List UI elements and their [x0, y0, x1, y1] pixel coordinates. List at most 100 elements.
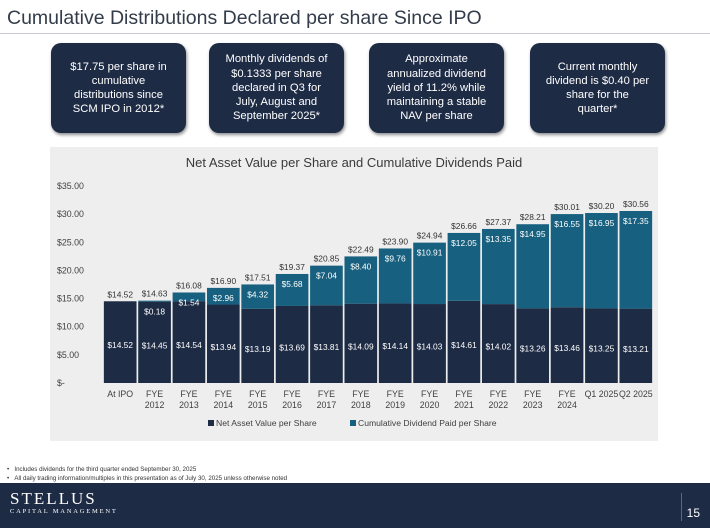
dividend-data-label: $13.35	[486, 234, 512, 244]
total-data-label: $26.66	[451, 221, 477, 231]
x-category-label: FYE	[249, 389, 266, 399]
nav-data-label: $13.19	[245, 344, 271, 354]
total-data-label: $20.85	[314, 254, 340, 264]
nav-data-label: $14.54	[176, 340, 202, 350]
dividend-data-label: $17.35	[623, 216, 649, 226]
x-category-label: FYE	[318, 389, 335, 399]
page-number-divider	[681, 493, 682, 521]
bar-dividend-segment	[516, 224, 550, 309]
bar-nav-segment	[585, 308, 618, 383]
stat-card-text: Monthly dividends of $0.1333 per share d…	[225, 53, 328, 123]
bar-nav-segment	[172, 301, 206, 383]
nav-data-label: $13.81	[314, 342, 340, 352]
bar-dividend-segment	[172, 292, 206, 302]
x-category-label: FYE	[455, 389, 472, 399]
y-tick-label: $-	[57, 378, 65, 388]
nav-data-label: $13.94	[211, 342, 237, 352]
footnotes: • Includes dividends for the third quart…	[7, 466, 287, 483]
bar-nav-segment	[516, 308, 550, 383]
nav-data-label: $14.03	[417, 342, 443, 352]
stat-card-cumulative-distributions: $17.75 per share in cumulative distribut…	[51, 43, 186, 133]
dividend-data-label: $0.18	[144, 307, 165, 317]
nav-data-label: $13.69	[279, 342, 305, 352]
bar-dividend-segment	[447, 232, 481, 301]
dividend-data-label: $16.55	[554, 219, 580, 229]
bar-nav-segment	[275, 305, 309, 383]
dividend-data-label: $2.96	[213, 293, 234, 303]
x-category-label: FYE	[387, 389, 404, 399]
stat-card-monthly-dividends: Monthly dividends of $0.1333 per share d…	[209, 43, 344, 133]
x-category-label: Q2 2025	[619, 389, 653, 399]
x-category-label: At IPO	[107, 389, 133, 399]
bar-nav-segment	[550, 307, 584, 383]
dividend-data-label: $1.54	[178, 297, 199, 307]
y-tick-label: $10.00	[57, 322, 84, 332]
x-category-label: FYE	[352, 389, 369, 399]
x-category-label: FYE	[284, 389, 301, 399]
x-category-label: 2021	[454, 400, 474, 410]
logo-wordmark: STELLUS	[10, 489, 97, 508]
chart-panel: Net Asset Value per Share and Cumulative…	[50, 147, 658, 441]
bar-dividend-segment	[550, 214, 584, 308]
x-category-label: 2024	[557, 400, 577, 410]
x-category-label: 2019	[385, 400, 405, 410]
x-category-label: 2023	[523, 400, 543, 410]
logo-subtitle: CAPITAL MANAGEMENT	[10, 508, 118, 515]
nav-data-label: $13.26	[520, 344, 546, 354]
dividend-data-label: $12.05	[451, 238, 477, 248]
bar-nav-segment	[206, 304, 240, 383]
y-tick-label: $35.00	[57, 181, 84, 191]
dividend-data-label: $5.68	[282, 279, 303, 289]
dividend-data-label: $7.04	[316, 271, 337, 281]
bar-dividend-segment	[413, 242, 446, 305]
total-data-label: $24.94	[417, 231, 443, 241]
y-tick-label: $30.00	[57, 209, 84, 219]
total-data-label: $30.56	[623, 199, 649, 209]
stat-card-current-dividend: Current monthly dividend is $0.40 per sh…	[530, 43, 665, 133]
bar-nav-segment	[241, 308, 275, 383]
legend-swatch-dividend	[350, 420, 356, 426]
x-category-label: 2012	[145, 400, 165, 410]
title-divider	[0, 33, 710, 34]
total-data-label: $22.49	[348, 244, 374, 254]
bar-dividend-segment	[310, 265, 343, 306]
nav-dividends-chart: Net Asset Value per Share and Cumulative…	[57, 155, 653, 428]
nav-data-label: $14.14	[382, 341, 408, 351]
nav-data-label: $13.25	[589, 344, 615, 354]
page-title: Cumulative Distributions Declared per sh…	[7, 7, 482, 29]
x-category-label: 2016	[282, 400, 302, 410]
stellus-logo: STELLUS CAPITAL MANAGEMENT	[10, 490, 118, 516]
total-data-label: $23.90	[382, 236, 408, 246]
dividend-data-label: $4.32	[247, 289, 268, 299]
stat-card-text: $17.75 per share in cumulative distribut…	[70, 60, 167, 116]
x-category-label: FYE	[421, 389, 438, 399]
bar-dividend-segment	[275, 273, 309, 306]
x-category-label: FYE	[559, 389, 576, 399]
bar-dividend-segment	[481, 228, 515, 305]
bar-nav-segment	[344, 303, 378, 383]
total-data-label: $17.51	[245, 272, 271, 282]
stat-card-text: Current monthly dividend is $0.40 per sh…	[545, 60, 650, 116]
bar-dividend-segment	[378, 248, 412, 304]
total-data-label: $16.08	[176, 280, 202, 290]
total-data-label: $16.90	[211, 276, 237, 286]
dividend-data-label: $16.95	[589, 218, 615, 228]
footer-bar: STELLUS CAPITAL MANAGEMENT 15	[0, 483, 710, 528]
bar-nav-segment	[310, 305, 343, 383]
y-tick-label: $20.00	[57, 265, 84, 275]
nav-data-label: $13.21	[623, 344, 649, 354]
page-number: 15	[686, 506, 700, 520]
legend-label-nav: Net Asset Value per Share	[216, 418, 317, 428]
x-category-label: FYE	[215, 389, 232, 399]
total-data-label: $30.20	[589, 201, 615, 211]
bar-dividend-segment	[241, 284, 275, 309]
nav-data-label: $14.09	[348, 341, 374, 351]
total-data-label: $28.21	[520, 212, 546, 222]
x-category-label: 2015	[248, 400, 268, 410]
legend-swatch-nav	[208, 420, 214, 426]
x-category-label: 2013	[179, 400, 199, 410]
dividend-data-label: $8.40	[350, 261, 371, 271]
bar-dividend-segment	[585, 213, 618, 309]
y-tick-label: $5.00	[57, 350, 79, 360]
bar-dividend-segment	[619, 210, 653, 309]
